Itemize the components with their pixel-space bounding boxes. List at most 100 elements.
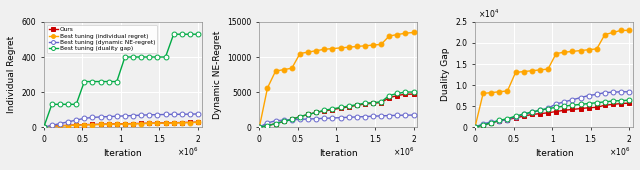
Best tuning (duality gap) xyxy=(105,81,113,83)
Ours xyxy=(81,124,88,126)
Best tuning (dynamic NE-regret) xyxy=(280,119,287,121)
Best tuning (dynamic NE-regret) xyxy=(536,109,544,111)
Ours xyxy=(593,106,600,108)
Best tuning (dynamic NE-regret) xyxy=(385,115,393,117)
Ours xyxy=(121,123,129,125)
X-axis label: Iteration: Iteration xyxy=(534,149,573,158)
Best tuning (individual regret) xyxy=(288,67,296,69)
Best tuning (duality gap) xyxy=(337,106,344,108)
Best tuning (dynamic NE-regret) xyxy=(369,115,377,117)
Best tuning (dynamic NE-regret) xyxy=(495,120,503,122)
Best tuning (dynamic NE-regret) xyxy=(504,118,511,121)
Best tuning (dynamic NE-regret) xyxy=(361,116,369,118)
Best tuning (duality gap) xyxy=(145,56,153,58)
Best tuning (individual regret) xyxy=(145,122,153,124)
Ours xyxy=(145,122,153,124)
Best tuning (individual regret) xyxy=(81,124,88,126)
Best tuning (individual regret) xyxy=(154,122,161,124)
Ours xyxy=(495,120,503,122)
Best tuning (individual regret) xyxy=(512,71,520,73)
Ours xyxy=(264,125,271,127)
Best tuning (individual regret) xyxy=(378,43,385,45)
Best tuning (individual regret) xyxy=(48,125,56,127)
Ours xyxy=(129,123,137,125)
Best tuning (individual regret) xyxy=(255,126,263,128)
Best tuning (individual regret) xyxy=(561,51,568,53)
Best tuning (dynamic NE-regret) xyxy=(479,123,487,125)
Best tuning (dynamic NE-regret) xyxy=(402,114,410,116)
Ours xyxy=(64,124,72,126)
Best tuning (individual regret) xyxy=(552,53,560,55)
Best tuning (individual regret) xyxy=(625,29,633,31)
Best tuning (dynamic NE-regret) xyxy=(353,116,360,118)
Best tuning (individual regret) xyxy=(488,92,495,94)
Best tuning (dynamic NE-regret) xyxy=(593,93,600,95)
Best tuning (individual regret) xyxy=(601,33,609,36)
Best tuning (dynamic NE-regret) xyxy=(56,123,64,125)
Best tuning (duality gap) xyxy=(186,33,194,35)
Ours xyxy=(178,122,186,124)
Ours xyxy=(369,102,377,104)
Best tuning (dynamic NE-regret) xyxy=(162,113,170,115)
Best tuning (dynamic NE-regret) xyxy=(194,113,202,115)
Best tuning (dynamic NE-regret) xyxy=(72,119,80,121)
Best tuning (individual regret) xyxy=(264,87,271,89)
Ours xyxy=(337,107,344,109)
Best tuning (individual regret) xyxy=(402,32,410,34)
Ours xyxy=(561,109,568,111)
Best tuning (duality gap) xyxy=(410,91,417,93)
Ours xyxy=(48,125,56,127)
Best tuning (dynamic NE-regret) xyxy=(105,116,113,118)
Best tuning (duality gap) xyxy=(345,105,353,107)
Best tuning (dynamic NE-regret) xyxy=(512,116,520,118)
Text: $\times 10^6$: $\times 10^6$ xyxy=(177,146,198,158)
Best tuning (dynamic NE-regret) xyxy=(186,113,194,115)
Best tuning (dynamic NE-regret) xyxy=(97,116,104,118)
Best tuning (duality gap) xyxy=(138,56,145,58)
Best tuning (individual regret) xyxy=(186,122,194,124)
Best tuning (duality gap) xyxy=(56,103,64,105)
Best tuning (dynamic NE-regret) xyxy=(488,121,495,123)
Ours xyxy=(186,121,194,123)
Best tuning (duality gap) xyxy=(378,101,385,103)
Best tuning (individual regret) xyxy=(345,46,353,48)
Best tuning (duality gap) xyxy=(97,81,104,83)
Ours xyxy=(194,121,202,123)
Line: Best tuning (individual regret): Best tuning (individual regret) xyxy=(472,28,632,130)
Ours xyxy=(520,115,527,117)
Best tuning (dynamic NE-regret) xyxy=(617,91,625,93)
Best tuning (individual regret) xyxy=(162,122,170,124)
Best tuning (dynamic NE-regret) xyxy=(48,124,56,126)
Best tuning (individual regret) xyxy=(56,125,64,127)
Best tuning (dynamic NE-regret) xyxy=(609,91,617,93)
Best tuning (individual regret) xyxy=(385,35,393,37)
Best tuning (duality gap) xyxy=(312,111,320,113)
Best tuning (individual regret) xyxy=(105,123,113,125)
Ours xyxy=(272,123,280,125)
Ours xyxy=(353,104,360,106)
Best tuning (dynamic NE-regret) xyxy=(81,117,88,119)
Ours xyxy=(361,103,369,105)
Best tuning (dynamic NE-regret) xyxy=(577,97,584,99)
Ours xyxy=(312,111,320,113)
Best tuning (individual regret) xyxy=(304,51,312,53)
Best tuning (dynamic NE-regret) xyxy=(178,113,186,115)
Ours xyxy=(544,112,552,114)
Best tuning (dynamic NE-regret) xyxy=(170,113,177,115)
Ours xyxy=(88,123,96,125)
Best tuning (dynamic NE-regret) xyxy=(471,126,479,128)
Y-axis label: Individual Regret: Individual Regret xyxy=(7,36,16,113)
Best tuning (duality gap) xyxy=(402,91,410,93)
Best tuning (duality gap) xyxy=(121,56,129,58)
Ours xyxy=(512,117,520,119)
Best tuning (duality gap) xyxy=(495,119,503,121)
Best tuning (duality gap) xyxy=(536,109,544,111)
Best tuning (duality gap) xyxy=(194,33,202,35)
Best tuning (duality gap) xyxy=(272,123,280,125)
Best tuning (individual regret) xyxy=(544,68,552,70)
Best tuning (duality gap) xyxy=(369,101,377,104)
Best tuning (individual regret) xyxy=(129,123,137,125)
X-axis label: Iteration: Iteration xyxy=(319,149,358,158)
Line: Best tuning (dynamic NE-regret): Best tuning (dynamic NE-regret) xyxy=(42,112,200,130)
Best tuning (duality gap) xyxy=(585,103,593,105)
